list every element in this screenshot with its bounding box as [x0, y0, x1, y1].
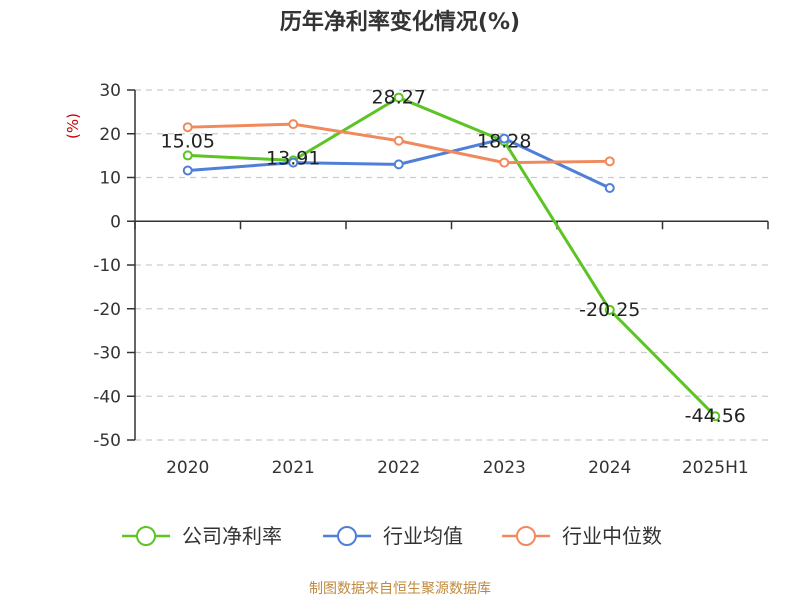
legend-label: 行业中位数: [562, 524, 662, 548]
legend: 公司净利率 行业均值 行业中位数: [122, 524, 662, 548]
legend-label: 行业均值: [383, 524, 463, 548]
data-point: [604, 304, 615, 315]
y-tick-label: 20: [99, 125, 121, 145]
axes: 30 20 10 0 -10 -20 -30 -40 -50 2020 2021 2022 2023 20…: [64, 81, 769, 478]
y-tick-label: -10: [93, 256, 121, 276]
x-tick-label: 2020: [166, 458, 209, 478]
legend-item-2: 行业中位数: [502, 524, 662, 548]
x-tick-label: 2023: [483, 458, 526, 478]
y-tick-label: -20: [93, 300, 121, 320]
y-tick-label: -50: [93, 431, 121, 451]
data-point: [393, 92, 404, 103]
data-point: [604, 183, 615, 193]
x-tick-label: 2024: [588, 458, 631, 478]
data-label: 18.28: [477, 130, 531, 152]
data-point: [499, 157, 510, 168]
data-label: 13.91: [266, 147, 320, 169]
legend-marker: [516, 526, 536, 546]
data-point: [182, 122, 193, 133]
x-tick-label: 2022: [377, 458, 420, 478]
legend-label: 公司净利率: [182, 524, 282, 548]
x-tick-label: 2025H1: [682, 458, 749, 478]
data-label: -20.25: [579, 299, 640, 321]
data-point: [393, 159, 404, 170]
data-point: [499, 133, 510, 144]
data-point: [288, 119, 299, 130]
data-labels: 15.05 13.91 28.27 18.28 -20.25 -44.56: [161, 87, 746, 428]
x-tick-label: 2021: [272, 458, 315, 478]
legend-marker: [337, 526, 357, 546]
legend-item-1: 行业均值: [323, 524, 463, 548]
y-tick-label: -40: [93, 387, 121, 407]
series-line-0: [187, 96, 717, 418]
y-tick-label: 0: [110, 212, 121, 232]
y-axis-unit-label: (%): [64, 113, 82, 139]
source-note: 制图数据来自恒生聚源数据库: [309, 581, 491, 597]
legend-item-0: 公司净利率: [122, 524, 282, 548]
y-tick-label: -30: [93, 344, 121, 364]
data-label: 15.05: [161, 130, 215, 152]
data-point: [393, 135, 404, 146]
chart-title: 历年净利率变化情况(%): [279, 10, 521, 35]
data-label: -44.56: [685, 405, 746, 427]
data-point: [604, 156, 615, 167]
data-label: 28.27: [372, 87, 426, 109]
data-point: [288, 157, 299, 168]
y-tick-label: 10: [99, 169, 121, 189]
data-point: [710, 411, 721, 422]
y-tick-label: 30: [99, 81, 121, 101]
data-point: [182, 165, 193, 176]
series-lines: [182, 92, 721, 422]
grid-lines: [135, 89, 768, 441]
data-point: [182, 150, 193, 161]
legend-marker: [136, 526, 156, 546]
